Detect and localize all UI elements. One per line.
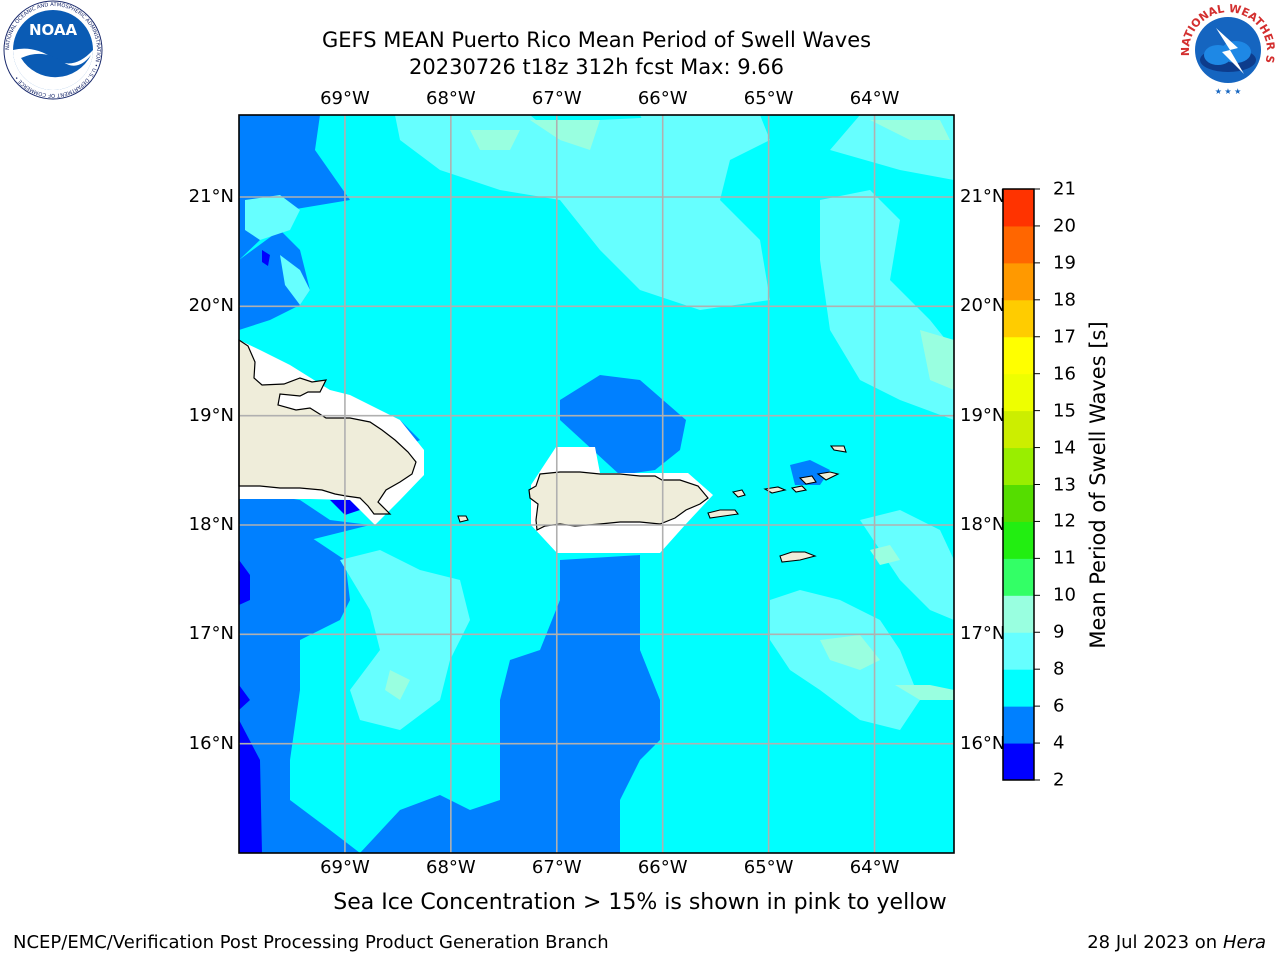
- colorbar-segment: [1003, 595, 1034, 633]
- svg-text:★ ★ ★: ★ ★ ★: [1215, 87, 1242, 96]
- colorbar-title: Mean Period of Swell Waves [s]: [1086, 321, 1110, 649]
- colorbar-tick-label: 19: [1053, 252, 1076, 274]
- land-hispaniola: [238, 338, 417, 515]
- lat-tick-label: 21°N: [960, 186, 1006, 207]
- colorbar-segment: [1003, 447, 1034, 485]
- lon-tick-label: 69°W: [320, 88, 370, 109]
- colorbar-segment: [1003, 299, 1034, 338]
- colorbar-tick-label: 14: [1053, 437, 1076, 459]
- colorbar-segment: [1003, 632, 1034, 670]
- colorbar-tick-label: 18: [1053, 289, 1076, 311]
- colorbar-segment: [1003, 410, 1034, 449]
- colorbar-segment: [1003, 521, 1034, 559]
- chart-title: GEFS MEAN Puerto Rico Mean Period of Swe…: [321, 28, 872, 52]
- colorbar: [1002, 188, 1040, 781]
- colorbar-segment: [1003, 373, 1034, 412]
- colorbar-segment: [1003, 336, 1034, 375]
- lon-tick-label: 64°W: [849, 88, 900, 109]
- lon-tick-label: 66°W: [637, 857, 688, 878]
- map-frame: [238, 114, 955, 854]
- colorbar-tick-label: 17: [1053, 326, 1076, 348]
- field-band-4-6: [239, 115, 830, 853]
- lat-tick-label: 18°N: [960, 514, 1006, 535]
- lon-tick-label: 67°W: [531, 88, 582, 109]
- footer-date: 28 Jul 2023 on Hera: [1087, 932, 1266, 953]
- colorbar-tick-label: 16: [1053, 363, 1076, 385]
- colorbar-segment: [1003, 262, 1034, 301]
- lat-tick-label: 17°N: [188, 623, 234, 645]
- lat-tick-label: 16°N: [188, 732, 234, 754]
- colorbar-tick-label: 11: [1053, 547, 1076, 569]
- lon-tick-label: 69°W: [320, 857, 370, 878]
- field-band-9-10: [385, 120, 954, 700]
- lon-tick-label: 67°W: [531, 857, 582, 878]
- nws-logo: NATIONAL WEATHER SERVICE ★ ★ ★: [1178, 0, 1277, 98]
- lat-tick-label: 18°N: [188, 514, 234, 535]
- footer-branch: NCEP/EMC/Verification Post Processing Pr…: [13, 932, 609, 953]
- lon-tick-label: 65°W: [743, 88, 794, 109]
- lat-tick-label: 20°N: [960, 295, 1006, 317]
- colorbar-segment: [1003, 706, 1034, 744]
- colorbar-segment: [1003, 484, 1034, 522]
- colorbar-tick-label: 2: [1053, 769, 1065, 791]
- noaa-logo: NOAA NATIONAL OCEANIC AND ATMOSPHERIC AD…: [3, 0, 103, 100]
- colorbar-segment: [1003, 743, 1034, 781]
- colorbar-tick-label: 8: [1053, 658, 1065, 680]
- colorbar-tick-label: 15: [1053, 400, 1076, 422]
- colorbar-tick-label: 4: [1053, 732, 1065, 754]
- lat-tick-label: 19°N: [960, 404, 1006, 426]
- chart-subtitle: 20230726 t18z 312h fcst Max: 9.66: [409, 55, 784, 79]
- lat-tick-label: 21°N: [188, 186, 234, 207]
- lon-tick-label: 68°W: [425, 857, 476, 878]
- colorbar-segment: [1003, 558, 1034, 596]
- lat-tick-label: 17°N: [960, 623, 1006, 645]
- noaa-logo-text: NOAA: [29, 21, 78, 39]
- land-small-islands: [457, 445, 847, 563]
- footer-host: Hera: [1222, 932, 1266, 953]
- sea-ice-caption: Sea Ice Concentration > 15% is shown in …: [333, 890, 947, 915]
- colorbar-tick-label: 21: [1053, 178, 1076, 200]
- lon-tick-label: 64°W: [849, 857, 900, 878]
- lat-tick-label: 20°N: [188, 295, 234, 317]
- lat-tick-label: 19°N: [188, 404, 234, 426]
- colorbar-tick-label: 9: [1053, 621, 1065, 643]
- lon-tick-label: 65°W: [743, 857, 794, 878]
- colorbar-tick-label: 12: [1053, 510, 1076, 532]
- map-gridlines: [239, 115, 954, 853]
- colorbar-segment: [1003, 669, 1034, 707]
- colorbar-tick-label: 20: [1053, 215, 1076, 237]
- lon-tick-label: 68°W: [425, 88, 476, 109]
- lon-tick-label: 66°W: [637, 88, 688, 109]
- colorbar-tick-label: 6: [1053, 695, 1065, 717]
- colorbar-tick-label: 13: [1053, 474, 1076, 495]
- colorbar-segment: [1003, 189, 1034, 227]
- colorbar-tick-label: 10: [1053, 584, 1076, 606]
- colorbar-segment: [1003, 225, 1034, 264]
- field-band-2-4: [239, 250, 360, 853]
- lat-tick-label: 16°N: [960, 732, 1006, 754]
- footer-date-text: 28 Jul 2023 on: [1087, 932, 1223, 953]
- map-plot-area: [238, 114, 955, 854]
